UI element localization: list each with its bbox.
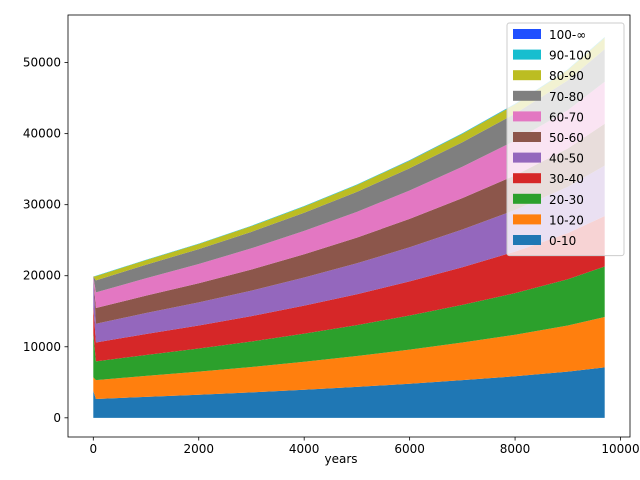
legend-swatch [513,132,541,142]
legend-label: 90-100 [549,49,592,63]
y-tick-label: 10000 [23,340,61,354]
legend-label: 60-70 [549,110,584,124]
legend-swatch [513,214,541,225]
area-series-50-60 [93,123,605,324]
legend-swatch [513,193,541,204]
y-axis-ticks: 0 10000 20000 30000 40000 50000 [23,56,68,425]
legend-swatch [513,49,541,60]
legend-label: 50-60 [549,131,584,145]
area-series-70-80 [93,49,605,293]
legend-label: 70-80 [549,90,584,104]
x-tick-label: 10000 [601,442,639,456]
area-series-20-30 [93,266,605,381]
area-series-40-50 [93,165,605,343]
legend-swatch [513,29,541,39]
y-tick-label: 40000 [23,127,61,141]
legend-label: 30-40 [549,172,584,186]
legend-label: 20-30 [549,193,584,207]
plot-frame [67,14,631,438]
x-tick-label: 0 [89,442,97,456]
area-series-0-10 [93,367,605,418]
legend-label: 80-90 [549,69,584,83]
legend-swatch [513,173,541,184]
area-series-10-20 [93,316,605,399]
area-series-group [93,36,605,418]
y-tick-label: 20000 [23,269,61,283]
legend-label: 100-∞ [549,28,586,42]
area-series-30-40 [93,216,605,362]
x-tick-label: 6000 [394,442,425,456]
area-series-60-70 [93,81,605,309]
legend: 100-∞ 90-100 80-90 70-80 60-70 50-60 40-50 30-4… [506,22,625,257]
legend-swatch [513,111,541,122]
x-tick-label: 8000 [500,442,531,456]
x-tick-label: 2000 [183,442,214,456]
legend-label: 0-10 [549,234,576,248]
y-tick-label: 0 [53,411,61,425]
x-axis-label: years [324,452,357,466]
legend-swatch [513,90,541,101]
legend-swatch [513,152,541,163]
x-tick-label: 4000 [289,442,320,456]
legend-label: 10-20 [549,213,584,227]
y-tick-label: 30000 [23,198,61,212]
legend-label: 40-50 [549,152,584,166]
legend-swatch [513,235,541,245]
legend-swatch [513,70,541,81]
x-axis-ticks: 0 2000 4000 6000 8000 10000 [89,437,640,456]
y-tick-label: 50000 [23,56,61,70]
